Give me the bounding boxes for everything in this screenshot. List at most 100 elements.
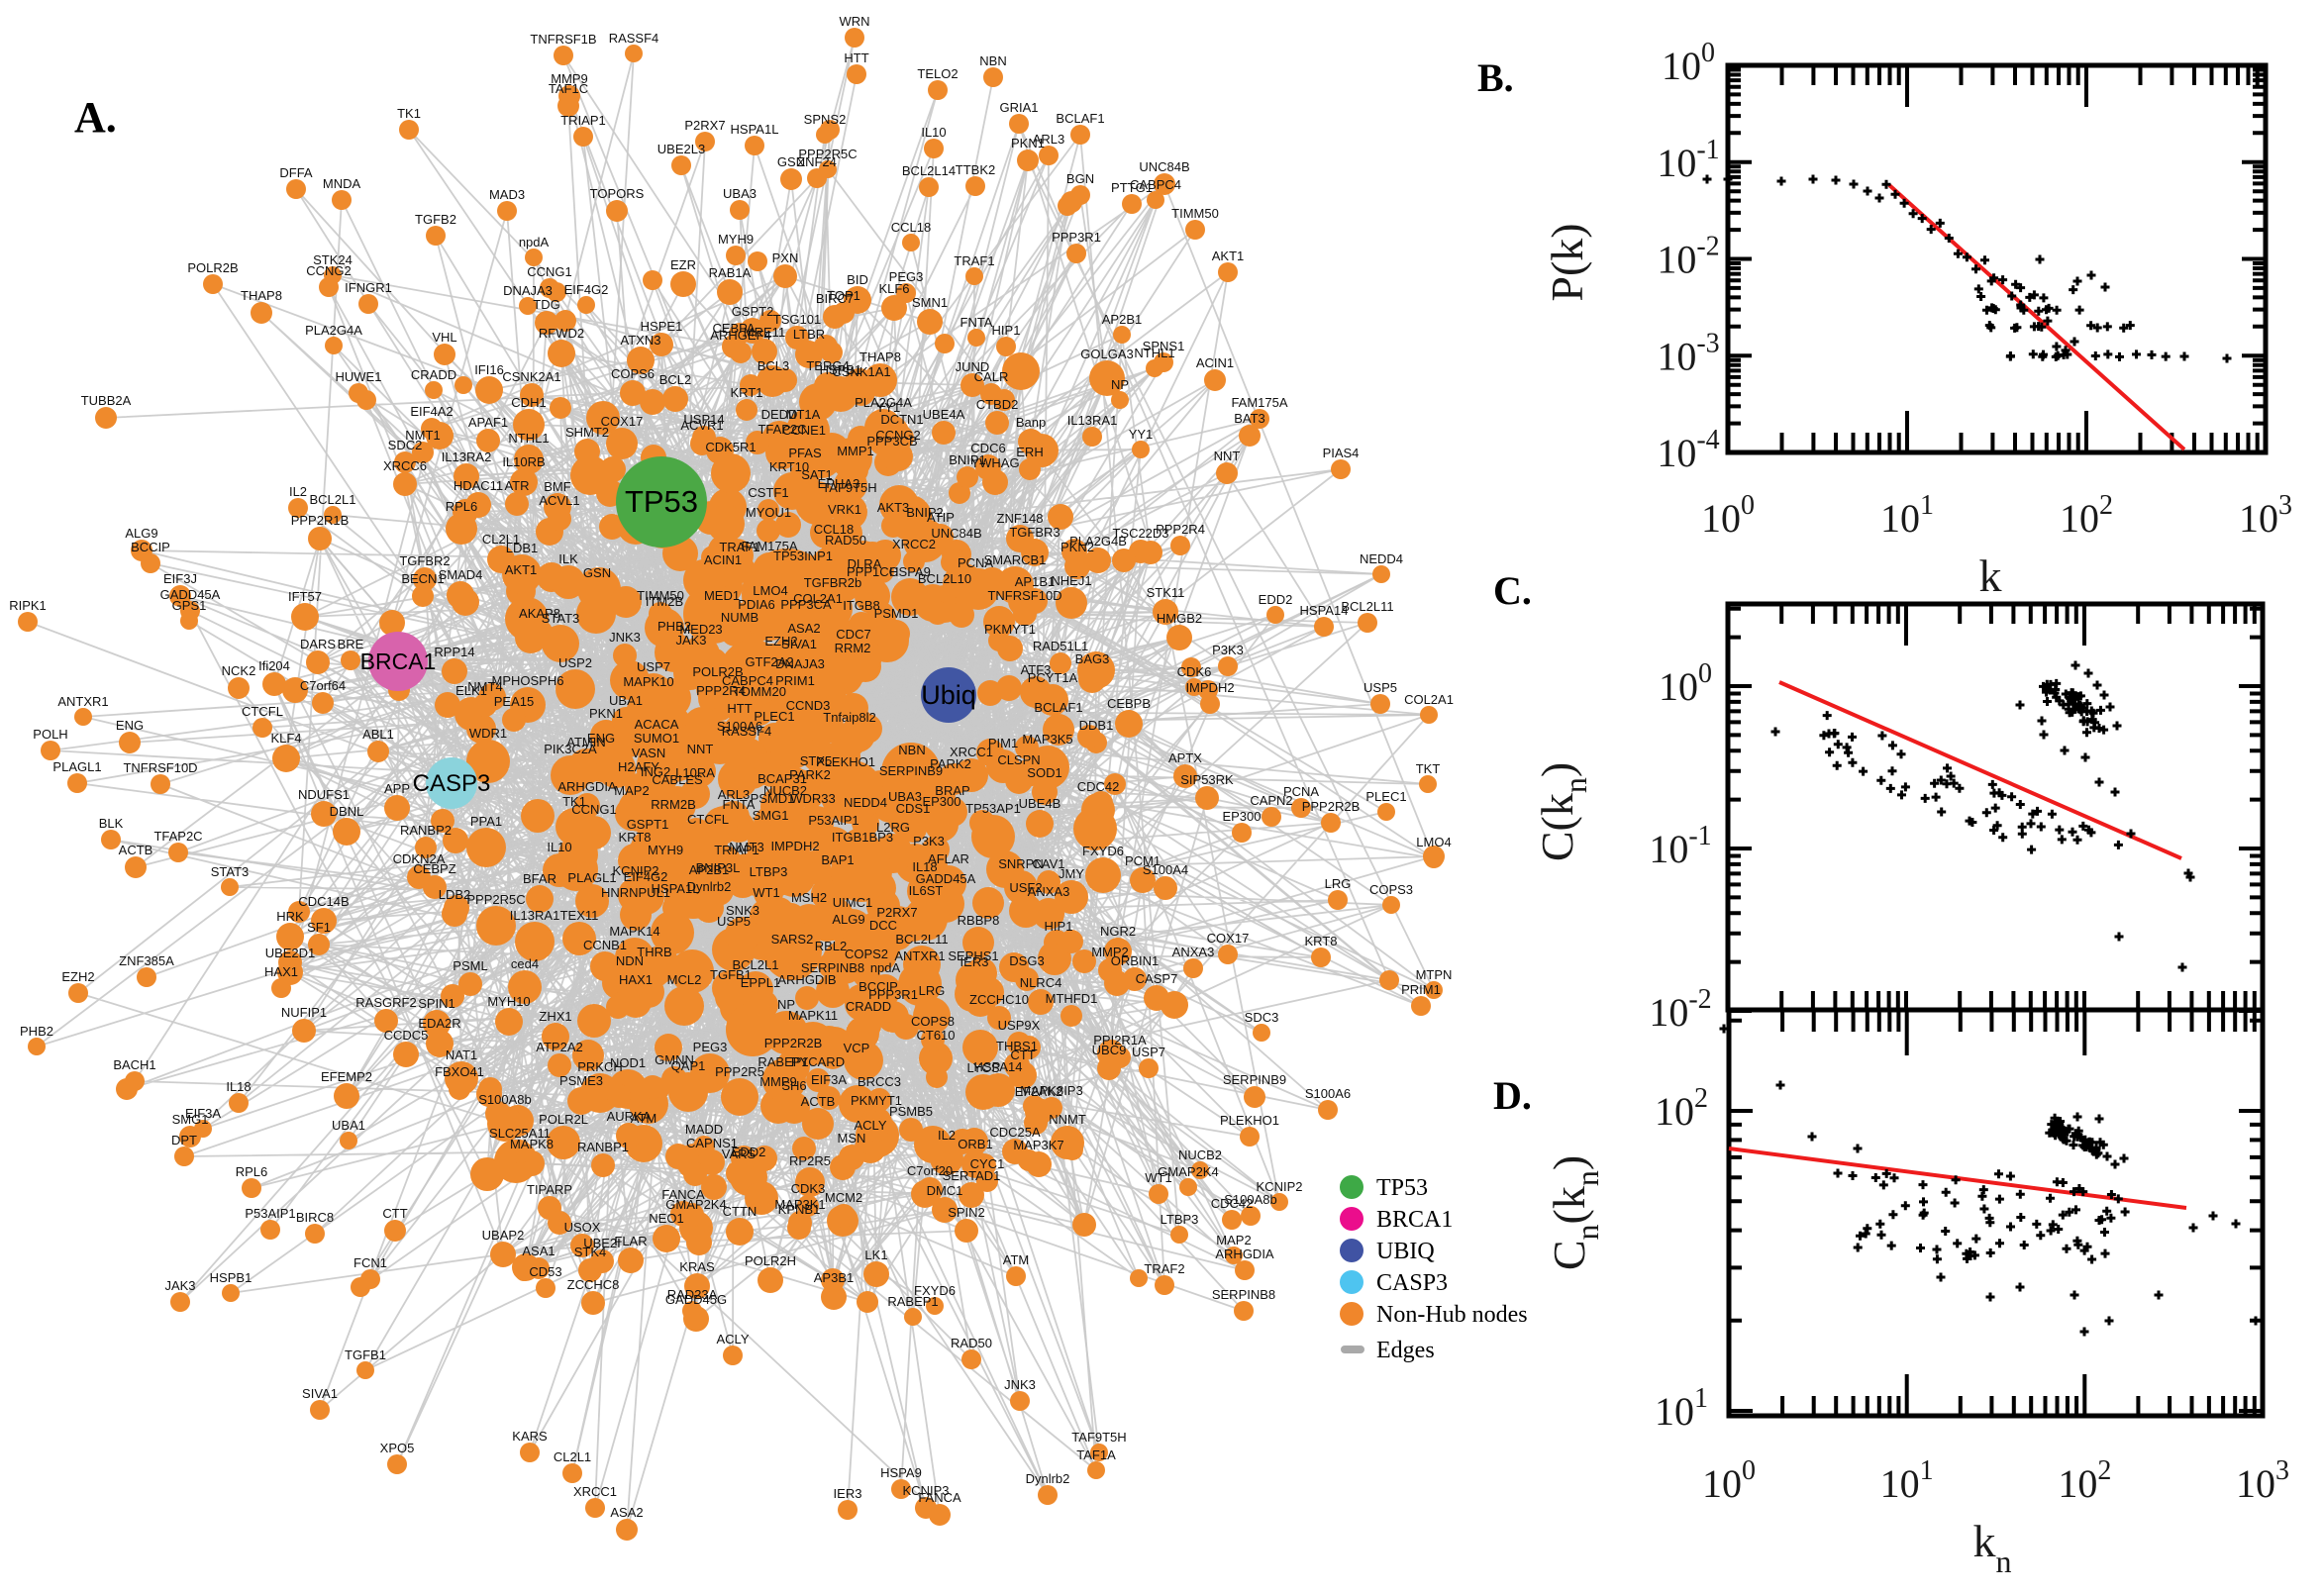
svg-text:GSPT2: GSPT2 xyxy=(732,304,774,319)
svg-text:STK4: STK4 xyxy=(574,1245,607,1259)
svg-text:BMF: BMF xyxy=(544,479,571,494)
svg-text:TNFRSF10D: TNFRSF10D xyxy=(123,760,197,775)
svg-text:ITGB8: ITGB8 xyxy=(843,598,880,613)
svg-text:RRM2B: RRM2B xyxy=(651,797,696,812)
svg-text:PPP2R2B: PPP2R2B xyxy=(764,1036,823,1050)
svg-text:SEPHS1: SEPHS1 xyxy=(948,948,998,963)
svg-text:DSG3: DSG3 xyxy=(1009,953,1044,968)
svg-text:CTBD2: CTBD2 xyxy=(976,397,1019,412)
svg-text:UBIQ: UBIQ xyxy=(1376,1239,1435,1264)
svg-text:MED1: MED1 xyxy=(704,588,740,603)
svg-text:STX5: STX5 xyxy=(800,753,833,768)
svg-text:VARS: VARS xyxy=(722,1147,757,1161)
svg-text:CTTN: CTTN xyxy=(723,1204,758,1219)
svg-text:VCP: VCP xyxy=(844,1041,870,1055)
svg-text:H2AFY: H2AFY xyxy=(618,759,659,774)
svg-text:PPP3R1: PPP3R1 xyxy=(1052,230,1101,245)
svg-text:ATIP: ATIP xyxy=(927,510,955,525)
svg-text:EDD2: EDD2 xyxy=(732,1145,766,1159)
svg-text:BCL2L11: BCL2L11 xyxy=(895,932,948,947)
svg-text:EPHA3: EPHA3 xyxy=(818,476,860,491)
svg-text:MAP3K1: MAP3K1 xyxy=(774,1197,825,1212)
svg-text:SDC2: SDC2 xyxy=(388,438,423,452)
svg-text:MAP3K7: MAP3K7 xyxy=(1013,1138,1063,1152)
svg-text:NEDD4: NEDD4 xyxy=(844,795,887,810)
svg-text:JAK3: JAK3 xyxy=(164,1278,195,1293)
svg-text:ZNF24: ZNF24 xyxy=(797,154,837,169)
svg-text:S100A8b: S100A8b xyxy=(1224,1192,1277,1207)
svg-text:EP300: EP300 xyxy=(922,794,960,809)
svg-text:COX17: COX17 xyxy=(1207,931,1250,946)
svg-text:EZH2: EZH2 xyxy=(61,969,94,984)
svg-text:DNAJA3: DNAJA3 xyxy=(503,283,553,298)
svg-text:PKMYT1: PKMYT1 xyxy=(851,1093,902,1108)
svg-text:POLR2B: POLR2B xyxy=(692,664,743,679)
svg-text:DEDD: DEDD xyxy=(761,407,798,422)
svg-text:THAP8: THAP8 xyxy=(241,288,282,303)
svg-text:ANXA3: ANXA3 xyxy=(1028,884,1070,899)
svg-text:WT1: WT1 xyxy=(1145,1170,1171,1185)
svg-text:IFT57: IFT57 xyxy=(288,589,322,604)
svg-text:ERH: ERH xyxy=(1016,445,1043,459)
svg-text:BRCA1: BRCA1 xyxy=(1376,1207,1453,1233)
svg-text:MAP2: MAP2 xyxy=(1216,1233,1251,1247)
svg-text:SERPINB8: SERPINB8 xyxy=(1212,1287,1275,1302)
svg-text:TRAF2: TRAF2 xyxy=(1144,1261,1184,1276)
svg-text:HSPB1: HSPB1 xyxy=(210,1270,252,1285)
svg-text:CCDC5: CCDC5 xyxy=(384,1028,429,1043)
svg-text:NEDD4: NEDD4 xyxy=(1360,551,1403,566)
svg-text:EZR: EZR xyxy=(670,257,696,272)
svg-text:NCK2: NCK2 xyxy=(222,663,256,678)
svg-text:TAF1A: TAF1A xyxy=(1076,1447,1116,1462)
svg-text:CCNG1: CCNG1 xyxy=(527,264,572,279)
svg-text:MAP2: MAP2 xyxy=(614,783,649,798)
svg-text:PSMD1: PSMD1 xyxy=(751,791,795,806)
svg-text:CL2L1: CL2L1 xyxy=(554,1449,591,1464)
svg-text:CALR: CALR xyxy=(974,369,1009,384)
svg-text:NGR2: NGR2 xyxy=(1100,924,1136,939)
svg-text:COL2A1: COL2A1 xyxy=(1404,692,1454,707)
svg-text:MAPK8: MAPK8 xyxy=(510,1137,554,1151)
svg-text:NMT3: NMT3 xyxy=(729,840,763,854)
svg-text:IL10: IL10 xyxy=(921,125,946,140)
svg-text:KCNIP2: KCNIP2 xyxy=(1257,1179,1303,1194)
svg-text:NOD1: NOD1 xyxy=(610,1055,646,1070)
svg-text:GADD45A: GADD45A xyxy=(916,871,976,886)
svg-text:TGFBR2b: TGFBR2b xyxy=(804,575,862,590)
svg-text:APAF1: APAF1 xyxy=(468,415,508,430)
svg-text:USP14: USP14 xyxy=(683,412,724,427)
svg-text:TNFRSF1B: TNFRSF1B xyxy=(530,32,596,47)
svg-text:BLK: BLK xyxy=(99,816,124,831)
svg-text:PLEKHO1: PLEKHO1 xyxy=(1220,1113,1279,1128)
svg-text:CEBPB: CEBPB xyxy=(1107,696,1151,711)
svg-text:COPS6: COPS6 xyxy=(611,366,655,381)
svg-text:ARL3: ARL3 xyxy=(718,787,751,802)
svg-text:KRT1: KRT1 xyxy=(731,385,763,400)
svg-text:XRCC6: XRCC6 xyxy=(383,458,427,473)
svg-text:SUMO1: SUMO1 xyxy=(634,731,679,746)
svg-text:ENG: ENG xyxy=(587,731,615,746)
svg-text:TAF9T5H: TAF9T5H xyxy=(1071,1430,1126,1445)
svg-text:COPS2: COPS2 xyxy=(845,947,888,961)
svg-text:C.: C. xyxy=(1493,568,1532,613)
svg-text:SLC25A11: SLC25A11 xyxy=(489,1126,551,1141)
svg-text:FBXO41: FBXO41 xyxy=(435,1064,484,1079)
svg-text:CAPNS1: CAPNS1 xyxy=(686,1136,738,1150)
svg-text:ARHGDIB: ARHGDIB xyxy=(777,972,836,987)
svg-text:RRM2: RRM2 xyxy=(835,641,871,655)
svg-text:UBE2L3: UBE2L3 xyxy=(657,142,705,156)
svg-text:FAM175A: FAM175A xyxy=(1231,395,1287,410)
svg-text:PHB2: PHB2 xyxy=(657,619,691,634)
svg-text:CDC42: CDC42 xyxy=(1077,779,1120,794)
svg-text:CCNG2: CCNG2 xyxy=(306,263,352,278)
svg-text:PLAGL1: PLAGL1 xyxy=(52,759,101,774)
svg-text:RASSF4: RASSF4 xyxy=(722,724,772,739)
svg-text:ALG9: ALG9 xyxy=(125,526,157,541)
svg-text:MTPN: MTPN xyxy=(1416,967,1453,982)
svg-text:CRADD: CRADD xyxy=(411,367,456,382)
svg-text:FXYD6: FXYD6 xyxy=(1082,844,1124,858)
svg-text:HSPA1L: HSPA1L xyxy=(731,122,779,137)
svg-text:PLAGL1: PLAGL1 xyxy=(567,870,616,885)
svg-text:CDC14B: CDC14B xyxy=(298,894,349,909)
svg-text:MAD3: MAD3 xyxy=(489,187,525,202)
